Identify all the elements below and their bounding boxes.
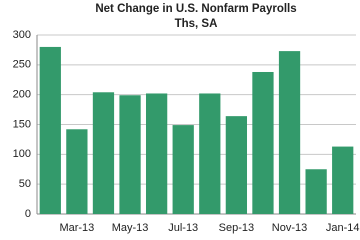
- bar: [145, 93, 168, 214]
- bar: [225, 116, 248, 214]
- bar: [332, 146, 354, 214]
- x-tick-label: Mar-13: [59, 222, 94, 234]
- x-tick-label: Jul-13: [168, 222, 198, 234]
- y-tick-label: 150: [13, 118, 31, 130]
- bar: [305, 169, 327, 214]
- bar: [39, 46, 61, 214]
- x-tick-label: May-13: [112, 222, 149, 234]
- bar: [92, 92, 115, 214]
- chart-title: Net Change in U.S. Nonfarm Payrolls: [95, 3, 296, 15]
- x-tick-label: Nov-13: [272, 222, 307, 234]
- bar: [119, 95, 141, 214]
- x-tick-label: Sep-13: [219, 222, 254, 234]
- y-tick-label: 50: [19, 178, 31, 190]
- bar: [172, 125, 194, 214]
- y-tick-label: 300: [13, 29, 31, 41]
- chart-subtitle: Ths, SA: [175, 18, 218, 30]
- bar: [199, 93, 221, 214]
- x-tick-label: Jan-14: [326, 222, 360, 234]
- bar: [278, 51, 301, 214]
- y-tick-label: 200: [13, 89, 31, 101]
- bar: [252, 71, 274, 214]
- y-tick-label: 100: [13, 148, 31, 160]
- y-tick-label: 250: [13, 59, 31, 71]
- y-tick-label: 0: [25, 208, 31, 220]
- bar: [66, 129, 88, 214]
